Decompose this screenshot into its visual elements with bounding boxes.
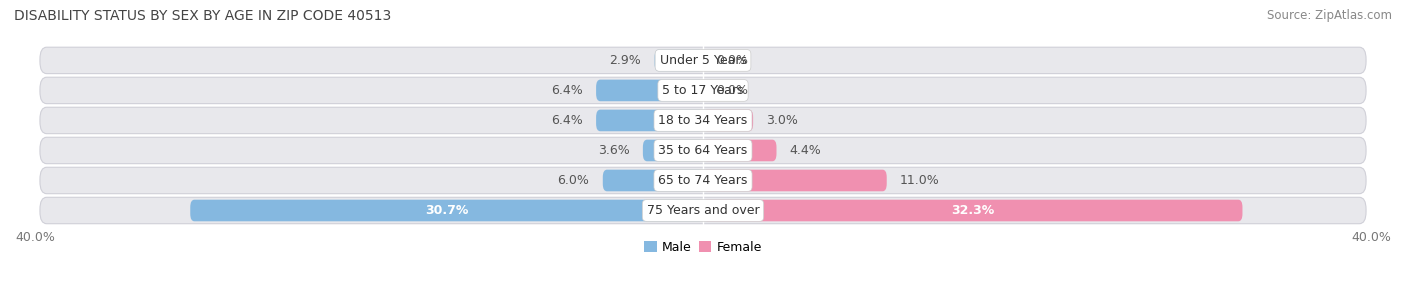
FancyBboxPatch shape	[603, 170, 703, 191]
Text: 32.3%: 32.3%	[950, 204, 994, 217]
FancyBboxPatch shape	[596, 110, 703, 131]
Text: 11.0%: 11.0%	[900, 174, 939, 187]
Legend: Male, Female: Male, Female	[640, 236, 766, 259]
Text: 6.4%: 6.4%	[551, 84, 582, 97]
FancyBboxPatch shape	[39, 137, 1367, 164]
Text: 6.4%: 6.4%	[551, 114, 582, 127]
Text: 35 to 64 Years: 35 to 64 Years	[658, 144, 748, 157]
Text: DISABILITY STATUS BY SEX BY AGE IN ZIP CODE 40513: DISABILITY STATUS BY SEX BY AGE IN ZIP C…	[14, 9, 391, 23]
FancyBboxPatch shape	[39, 167, 1367, 194]
FancyBboxPatch shape	[39, 77, 1367, 104]
FancyBboxPatch shape	[190, 200, 703, 221]
Text: Under 5 Years: Under 5 Years	[659, 54, 747, 67]
Text: 5 to 17 Years: 5 to 17 Years	[662, 84, 744, 97]
Text: Source: ZipAtlas.com: Source: ZipAtlas.com	[1267, 9, 1392, 22]
FancyBboxPatch shape	[596, 80, 703, 101]
FancyBboxPatch shape	[39, 47, 1367, 74]
FancyBboxPatch shape	[703, 200, 1243, 221]
FancyBboxPatch shape	[703, 110, 754, 131]
FancyBboxPatch shape	[39, 197, 1367, 224]
FancyBboxPatch shape	[643, 140, 703, 161]
FancyBboxPatch shape	[39, 107, 1367, 134]
Text: 3.0%: 3.0%	[766, 114, 799, 127]
Text: 4.4%: 4.4%	[790, 144, 821, 157]
FancyBboxPatch shape	[703, 170, 887, 191]
Text: 18 to 34 Years: 18 to 34 Years	[658, 114, 748, 127]
Text: 0.0%: 0.0%	[717, 54, 748, 67]
FancyBboxPatch shape	[703, 140, 776, 161]
Text: 65 to 74 Years: 65 to 74 Years	[658, 174, 748, 187]
FancyBboxPatch shape	[655, 50, 703, 71]
Text: 0.0%: 0.0%	[717, 84, 748, 97]
Text: 2.9%: 2.9%	[609, 54, 641, 67]
Text: 75 Years and over: 75 Years and over	[647, 204, 759, 217]
Text: 3.6%: 3.6%	[598, 144, 630, 157]
Text: 6.0%: 6.0%	[558, 174, 589, 187]
Text: 30.7%: 30.7%	[425, 204, 468, 217]
